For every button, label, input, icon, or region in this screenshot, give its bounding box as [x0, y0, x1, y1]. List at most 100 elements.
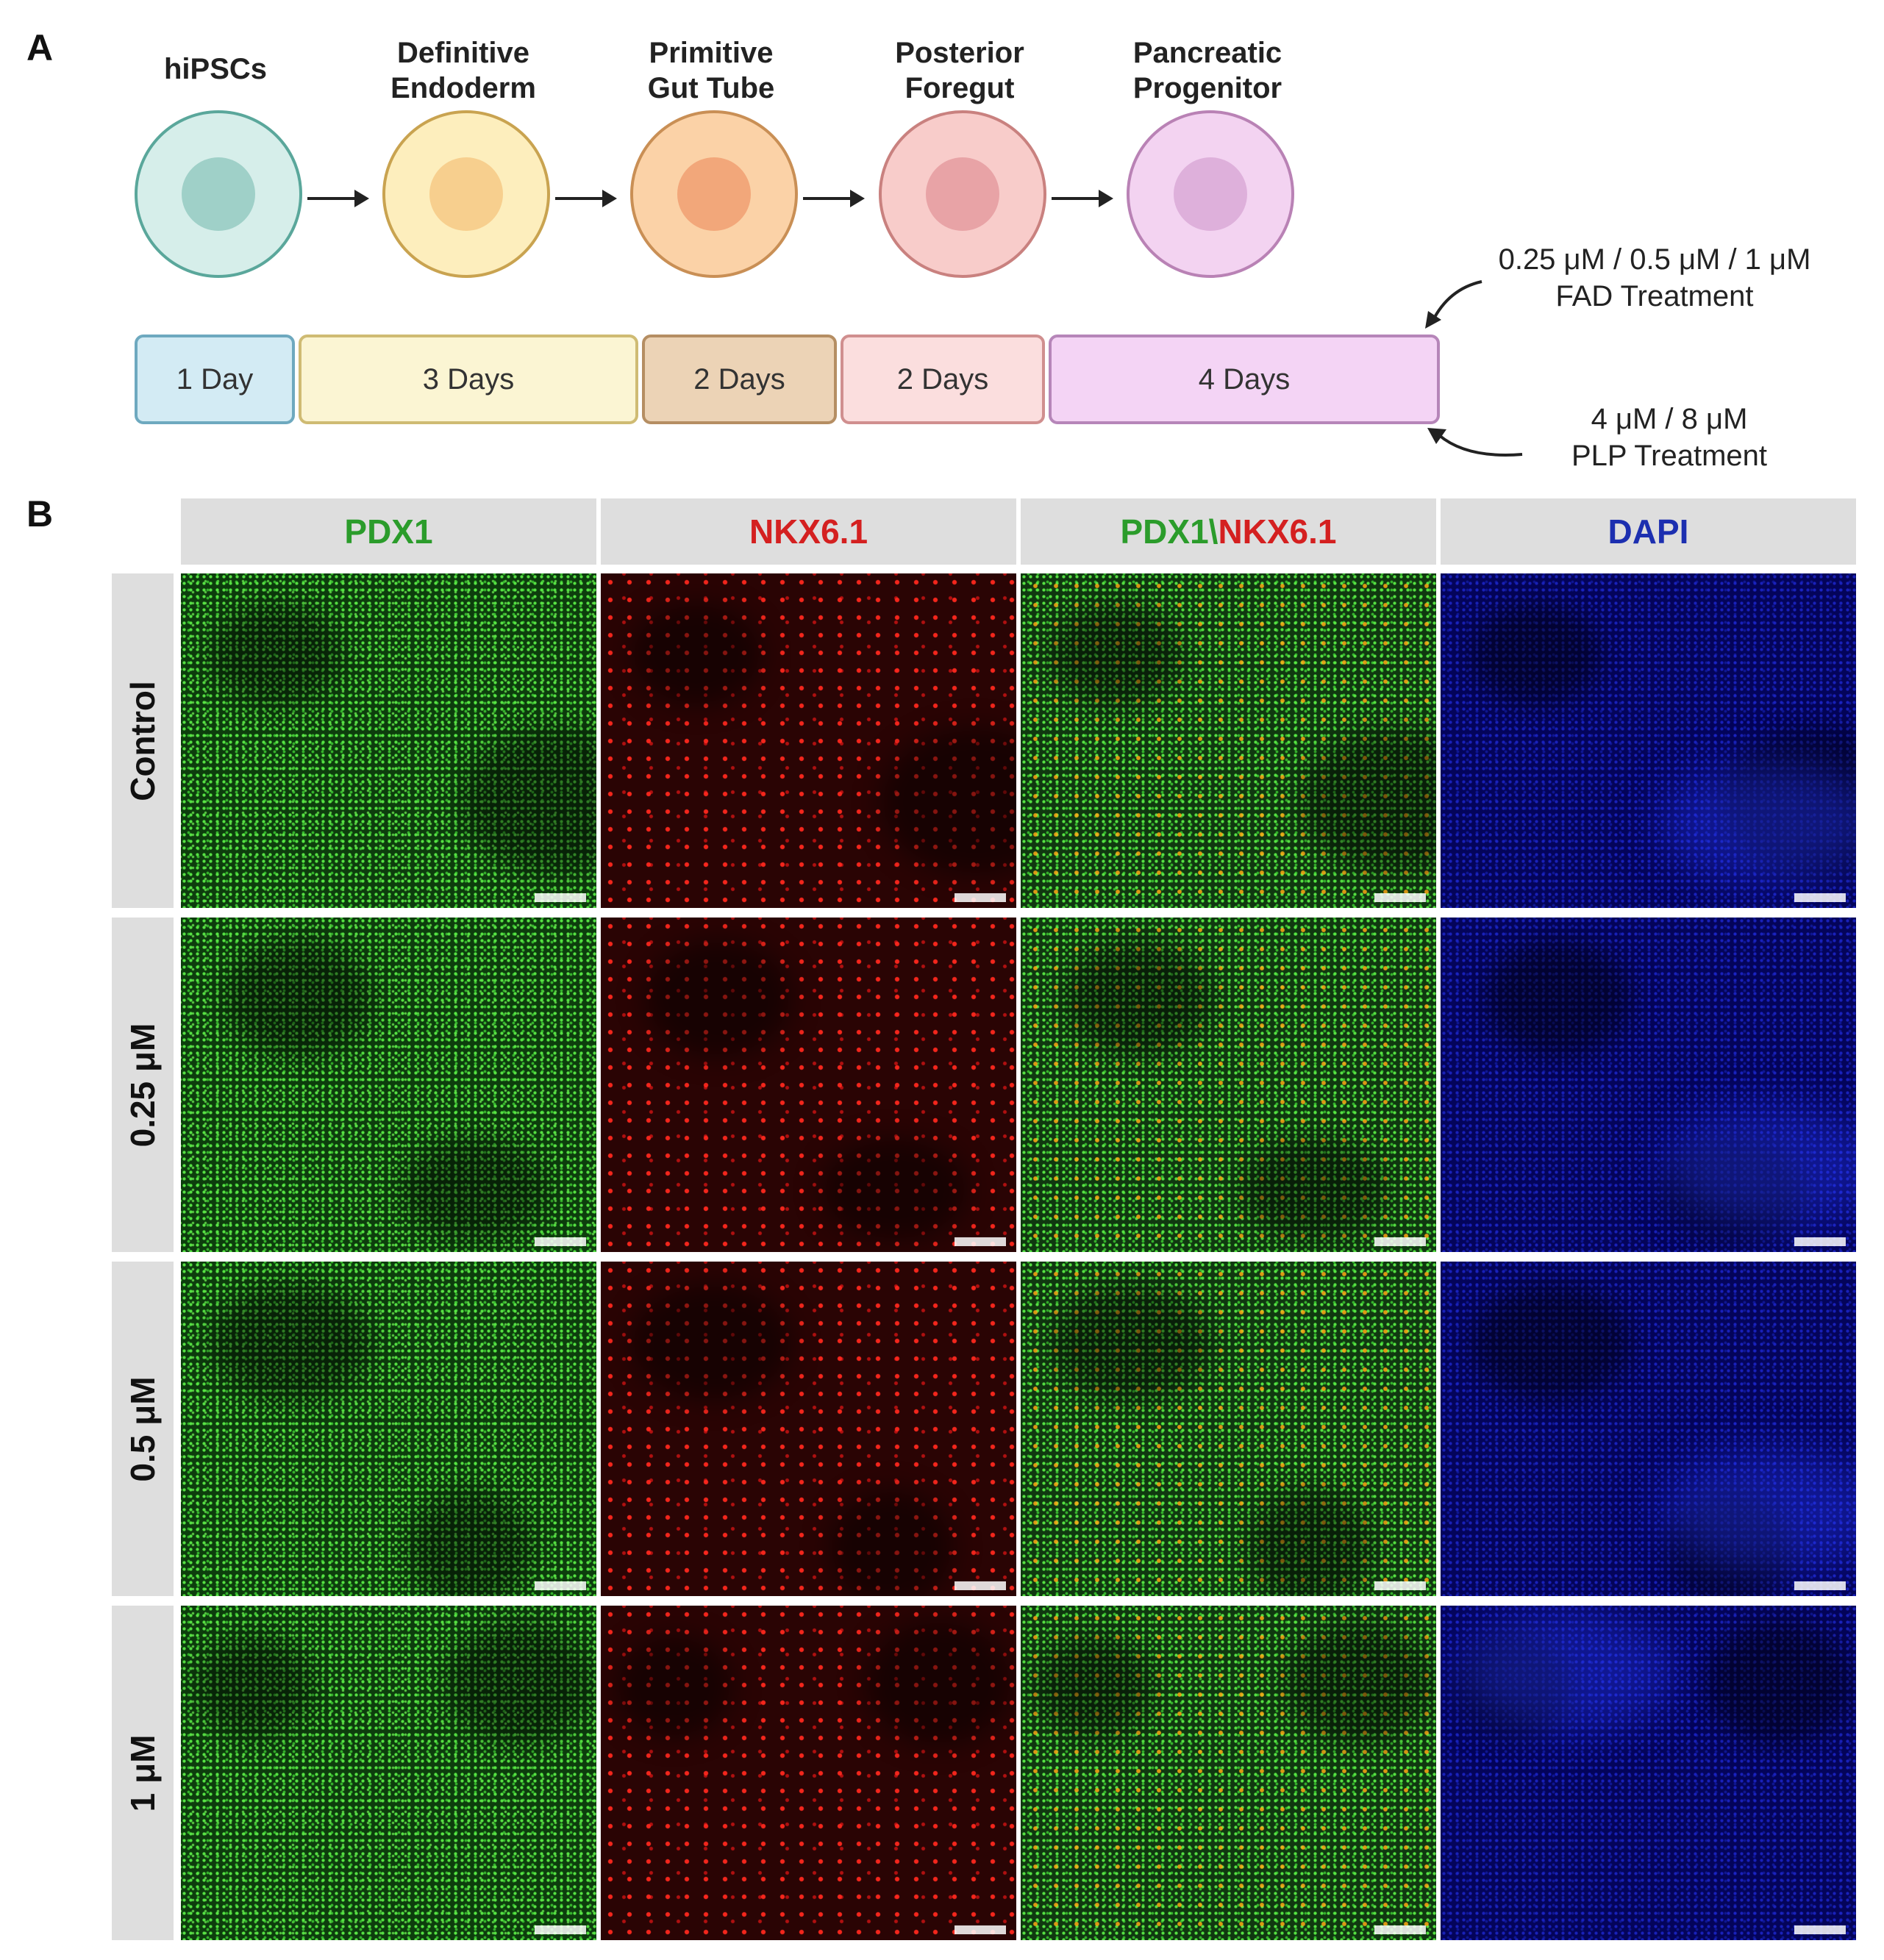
stage-label-3: Posterior Foregut	[849, 35, 1070, 106]
micrograph-dapi-2	[1441, 1262, 1856, 1596]
bright-region	[1455, 1613, 1676, 1731]
micrograph-merge-2	[1021, 1262, 1436, 1596]
dark-region	[210, 603, 343, 706]
dark-region	[409, 1489, 534, 1596]
timeline-segment-4: 4 Days	[1049, 335, 1440, 424]
stage-cell-1	[382, 110, 550, 278]
micrograph-nkx6-1-3	[601, 1606, 1016, 1940]
dark-region	[630, 603, 763, 706]
bright-region	[1661, 1109, 1856, 1226]
stage-label-4: Pancreatic Progenitor	[1097, 35, 1318, 106]
scale-bar	[1794, 1237, 1846, 1246]
bright-region	[1661, 765, 1856, 882]
stage-label-line2: Endoderm	[390, 72, 536, 104]
dark-region	[1470, 1284, 1632, 1401]
dark-region	[615, 1635, 733, 1738]
dark-region	[1705, 1620, 1852, 1745]
stage-cell-0	[135, 110, 302, 278]
dapi-label: DAPI	[1608, 512, 1689, 551]
stage-label-line1: Posterior	[895, 37, 1024, 69]
row-label: Control	[124, 680, 162, 801]
dark-region	[1300, 728, 1436, 875]
scale-bar	[955, 893, 1006, 902]
dark-region	[630, 1284, 792, 1401]
dark-region	[1485, 940, 1632, 1057]
scale-bar	[535, 893, 586, 902]
column-header-nkx6-1: NKX6.1	[601, 498, 1016, 565]
stage-nucleus-3	[926, 157, 999, 231]
dark-region	[1669, 1489, 1794, 1596]
stage-nucleus-2	[677, 157, 751, 231]
micrograph-pdx1-3	[181, 1606, 596, 1940]
column-header-pdx1: PDX1	[181, 498, 596, 565]
stage-label-line2: Foregut	[904, 72, 1015, 104]
scale-bar	[535, 1925, 586, 1934]
dark-region	[1050, 1284, 1212, 1401]
stage-nucleus-1	[429, 157, 503, 231]
fad-treatment-label: 0.25 μM / 0.5 μM / 1 μM FAD Treatment	[1463, 241, 1846, 315]
stage-label-0: hiPSCs	[105, 51, 326, 87]
bright-region	[1661, 1453, 1856, 1570]
dark-region	[1249, 1489, 1374, 1596]
micrograph-dapi-1	[1441, 918, 1856, 1252]
scale-bar	[1794, 1925, 1846, 1934]
dark-region	[645, 940, 792, 1057]
stage-label-2: Primitive Gut Tube	[601, 35, 821, 106]
timeline-segment-3: 2 Days	[841, 335, 1045, 424]
stage-label-1: Definitive Endoderm	[353, 35, 574, 106]
stage-label-line1: Pancreatic	[1132, 37, 1282, 69]
dark-region	[225, 940, 372, 1057]
micrograph-merge-1	[1021, 918, 1436, 1252]
stage-label-line2: Gut Tube	[647, 72, 775, 104]
stage-label-line1: Primitive	[649, 37, 774, 69]
stage-nucleus-4	[1174, 157, 1247, 231]
row-label: 1 μM	[124, 1734, 162, 1811]
stage-arrow-icon-3	[1052, 190, 1113, 207]
scale-bar	[1374, 1581, 1426, 1590]
stage-cell-3	[879, 110, 1046, 278]
nkx6-1-label: NKX6.1	[749, 512, 868, 551]
dark-region	[460, 728, 596, 875]
stage-label-line1: hiPSCs	[163, 53, 268, 85]
merge-separator: \	[1208, 512, 1218, 551]
scale-bar	[1374, 1925, 1426, 1934]
column-header-dapi: DAPI	[1441, 498, 1856, 565]
stage-cell-2	[630, 110, 798, 278]
dark-region	[1241, 1138, 1388, 1241]
dark-region	[1455, 1635, 1573, 1738]
stage-cell-4	[1127, 110, 1294, 278]
micrograph-pdx1-0	[181, 573, 596, 908]
fad-treatment-text: FAD Treatment	[1555, 280, 1754, 312]
dark-region	[821, 1138, 968, 1241]
micrograph-nkx6-1-0	[601, 573, 1016, 908]
dark-region	[829, 1489, 954, 1596]
micrograph-pdx1-2	[181, 1262, 596, 1596]
stage-label-line2: Progenitor	[1132, 72, 1282, 104]
dark-region	[1661, 1138, 1808, 1241]
scale-bar	[535, 1237, 586, 1246]
panel-b-letter: B	[26, 493, 54, 534]
plp-concentrations: 4 μM / 8 μM	[1591, 403, 1748, 435]
timeline-segment-2: 2 Days	[642, 335, 837, 424]
row-header-2: 0.5 μM	[112, 1262, 174, 1596]
micrograph-nkx6-1-2	[601, 1262, 1016, 1596]
merge-green-label: PDX1	[1120, 512, 1209, 551]
dark-region	[402, 1138, 549, 1241]
stage-arrow-icon-1	[555, 190, 617, 207]
stage-nucleus-0	[182, 157, 255, 231]
row-header-0: Control	[112, 573, 174, 908]
timeline-segment-1: 3 Days	[299, 335, 638, 424]
pdx1-label: PDX1	[344, 512, 433, 551]
panel-a-letter: A	[26, 27, 54, 68]
merge-red-label: NKX6.1	[1218, 512, 1337, 551]
dark-region	[446, 1620, 593, 1745]
scale-bar	[1374, 893, 1426, 902]
column-header-merge: PDX1 \ NKX6.1	[1021, 498, 1436, 565]
dark-region	[210, 1284, 372, 1401]
scale-bar	[955, 1581, 1006, 1590]
scale-bar	[1374, 1237, 1426, 1246]
dark-region	[196, 1635, 313, 1738]
timeline-segment-0: 1 Day	[135, 335, 295, 424]
micrograph-dapi-0	[1441, 573, 1856, 908]
stage-arrow-icon-0	[307, 190, 369, 207]
